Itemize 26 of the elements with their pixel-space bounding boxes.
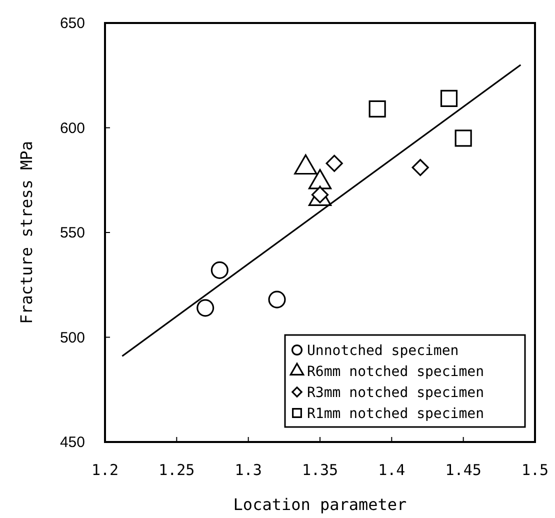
point — [196, 299, 214, 317]
x-tick-label: 1.5 — [521, 461, 549, 479]
point — [326, 154, 343, 172]
legend-label: R6mm notched specimen — [307, 364, 484, 380]
y-axis-title: Fracture stress MPa — [17, 140, 36, 324]
legend-label: R3mm notched specimen — [307, 385, 484, 401]
y-tick-label: 450 — [60, 434, 85, 451]
x-tick-label: 1.45 — [445, 461, 482, 479]
point — [210, 261, 228, 279]
y-tick-label: 550 — [60, 224, 85, 242]
point — [412, 159, 429, 176]
point — [368, 100, 386, 118]
y-tick-label: 600 — [60, 120, 85, 137]
point — [440, 90, 458, 107]
x-tick-label: 1.35 — [302, 461, 338, 479]
x-tick-label: 1.25 — [158, 461, 195, 479]
point — [268, 290, 286, 308]
x-axis-title: Location parameter — [233, 495, 408, 514]
y-tick-label: 650 — [60, 15, 85, 32]
x-tick-label: 1.3 — [234, 461, 262, 479]
legend-label: R1mm notched specimen — [307, 406, 484, 422]
x-tick-label: 1.2 — [91, 461, 119, 479]
point — [454, 130, 472, 147]
legend-label: Unnotched specimen — [307, 343, 459, 359]
y-tick-label: 500 — [60, 329, 85, 346]
x-tick-label: 1.4 — [378, 461, 406, 479]
